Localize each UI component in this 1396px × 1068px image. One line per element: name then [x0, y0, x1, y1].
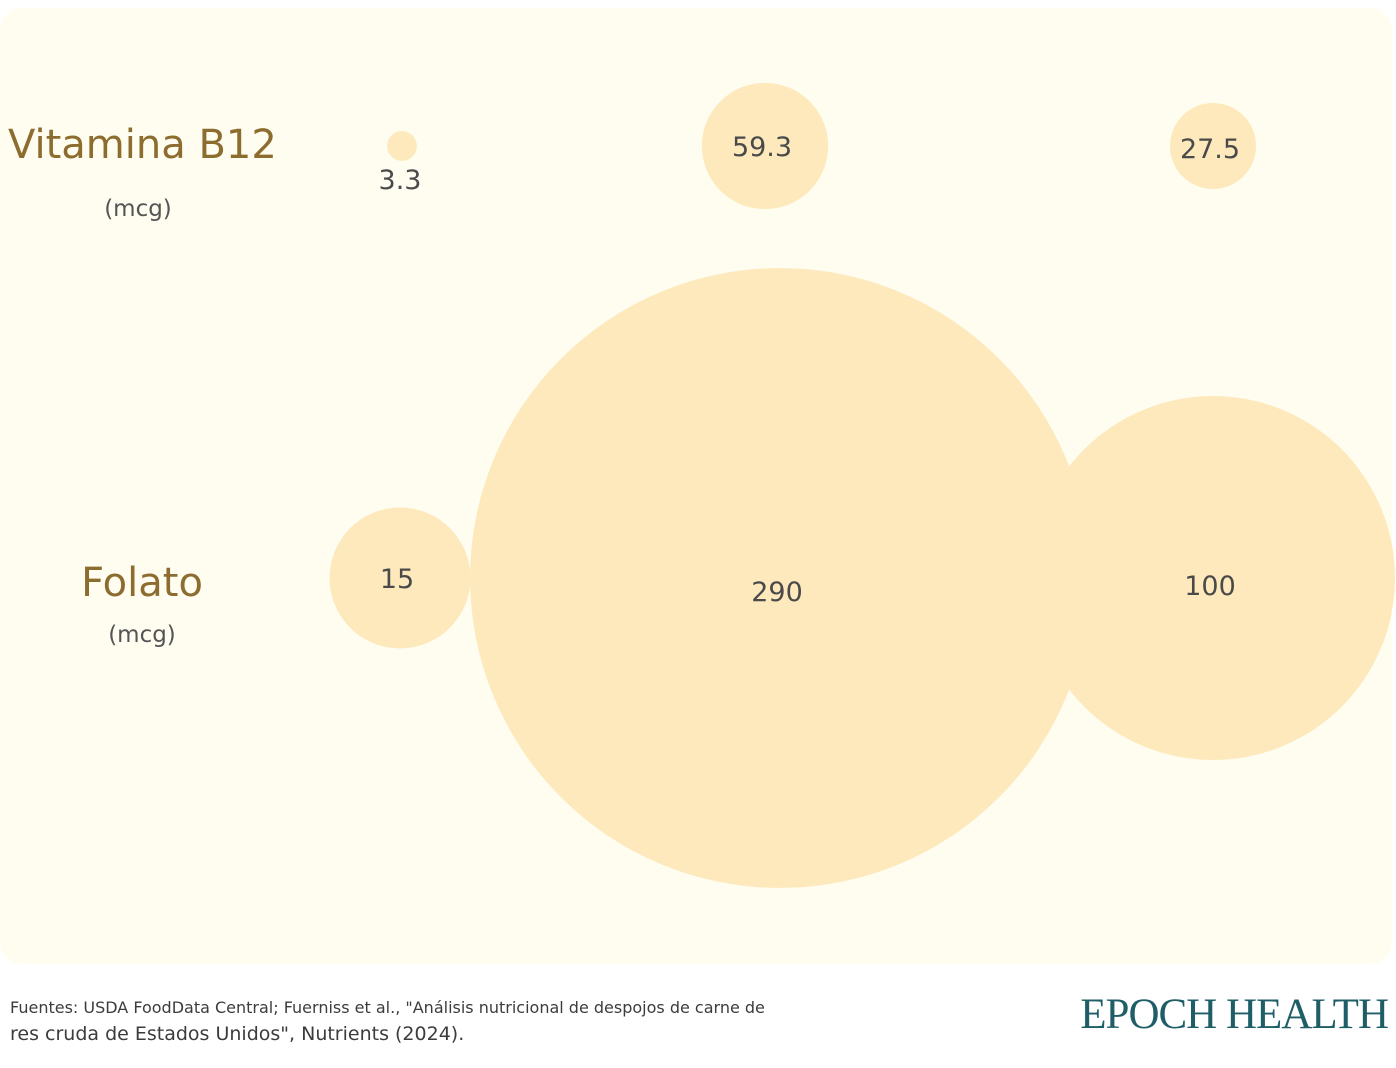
value-label-b12-1: 59.3: [732, 132, 792, 163]
row-title-folate: Folato: [81, 560, 203, 606]
bubble-b12-2: [1169, 102, 1257, 190]
bubble-folate-1: [470, 268, 1090, 888]
row-unit-folate: (mcg): [108, 622, 176, 648]
value-label-b12-0: 3.3: [379, 165, 422, 196]
bubble-b12-1: [701, 82, 829, 210]
bubble-folate-2: [1031, 396, 1395, 760]
value-label-folate-0: 15: [380, 564, 414, 595]
bubble-b12-0: [387, 131, 417, 161]
bubble-folate-0: [329, 507, 471, 649]
source-note: Fuentes: USDA FoodData Central; Fuerniss…: [10, 994, 770, 1048]
value-label-folate-2: 100: [1184, 571, 1236, 602]
value-label-folate-1: 290: [751, 577, 803, 608]
row-title-vitamin-b12: Vitamina B12: [8, 122, 277, 168]
value-label-b12-2: 27.5: [1180, 134, 1240, 165]
row-unit-vitamin-b12: (mcg): [104, 196, 172, 222]
epoch-health-logo: EPOCH HEALTH: [1080, 991, 1389, 1038]
source-line-2: res cruda de Estados Unidos", Nutrients …: [10, 1023, 465, 1045]
source-line-1: Fuentes: USDA FoodData Central; Fuerniss…: [10, 998, 765, 1017]
